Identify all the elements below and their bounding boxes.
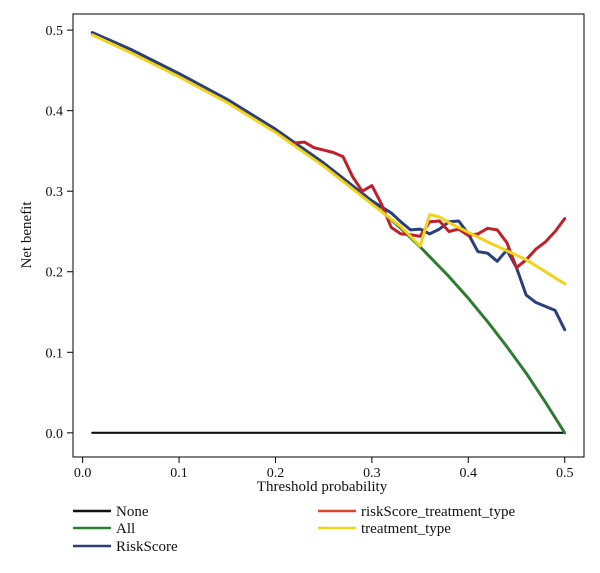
y-tick-label: 0.0 [46,427,64,442]
legend-item-all: All [73,521,135,537]
y-tick-label: 0.4 [46,105,64,120]
x-tick-label: 0.0 [74,466,92,481]
series-line-riskscore-treatment-type [293,140,567,270]
x-tick-label: 0.3 [363,466,381,481]
x-tick-label: 0.1 [170,466,188,481]
y-axis: 0.0 0.1 0.2 0.3 0.4 0.5 [46,24,73,442]
y-tick-label: 0.2 [46,266,64,281]
series-layer [90,31,567,435]
y-tick-label: 0.3 [46,185,64,200]
legend-label: All [116,521,135,537]
series-line-riskscore [90,31,567,332]
x-tick-label: 0.2 [267,466,285,481]
legend-item-treatment-type: treatment_type [318,521,451,537]
y-tick-label: 0.1 [46,346,64,361]
y-tick-label: 0.5 [46,24,64,39]
series-line-treatment-type [90,33,567,286]
x-axis: 0.0 0.1 0.2 0.3 0.4 0.5 [74,457,574,481]
plot-frame [72,13,585,458]
legend-label: treatment_type [361,521,451,537]
legend-label: riskScore_treatment_type [361,504,515,520]
legend-label: None [116,504,149,520]
series-line-all [90,32,567,435]
x-tick-label: 0.5 [556,466,574,481]
y-axis-title: Net benefit [19,201,35,269]
x-axis-title: Threshold probability [257,479,388,495]
x-tick-label: 0.4 [460,466,478,481]
legend-item-riskscore-treatment-type: riskScore_treatment_type [318,504,515,520]
legend-item-none: None [73,504,149,520]
legend-item-riskscore: RiskScore [73,539,178,555]
legend-label: RiskScore [116,539,178,555]
